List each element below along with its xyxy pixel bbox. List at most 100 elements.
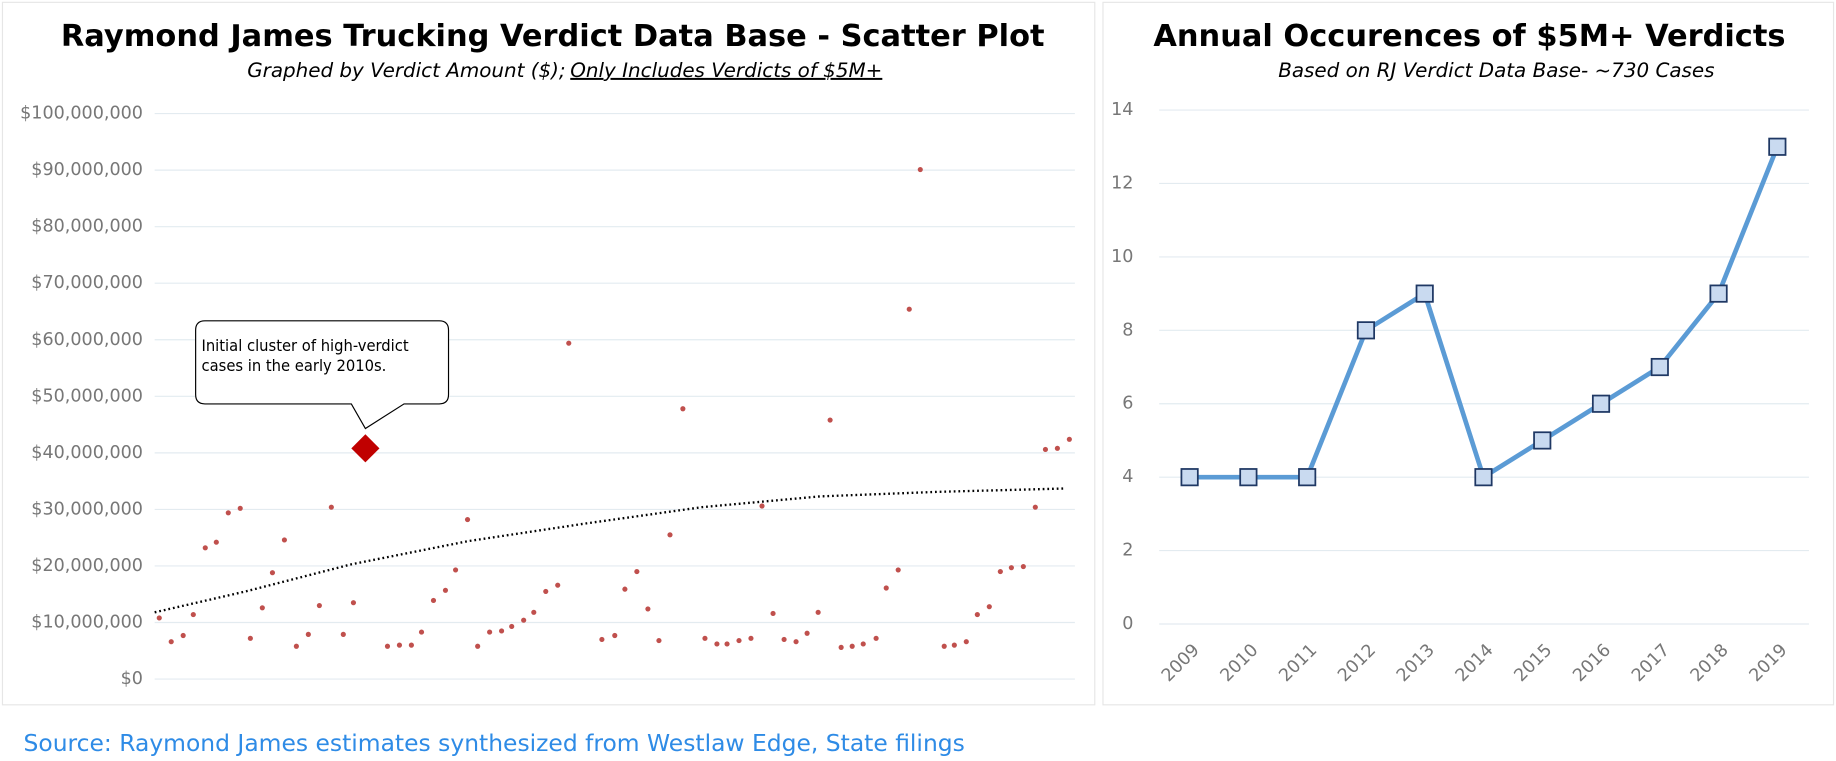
- scatter-point: [384, 643, 391, 649]
- scatter-point: [748, 635, 754, 641]
- scatter-point: [350, 600, 357, 606]
- highlight-point: [351, 434, 380, 463]
- scatter-point: [475, 643, 481, 649]
- scatter-point: [736, 638, 742, 644]
- y-tick-label: $70,000,000: [31, 273, 143, 293]
- y-tick-label: 14: [1111, 100, 1133, 120]
- scatter-point: [645, 606, 651, 612]
- scatter-point: [634, 569, 640, 575]
- scatter-point: [543, 588, 549, 594]
- callout-text: Initial cluster of high-verdict cases in…: [201, 337, 409, 376]
- y-tick-label: 4: [1122, 467, 1133, 487]
- line-marker: [1650, 357, 1669, 377]
- left-panel: [1, 1, 1096, 706]
- scatter-point: [442, 587, 449, 593]
- scatter-point: [225, 510, 231, 516]
- scatter-point: [430, 597, 437, 604]
- line-marker: [1415, 284, 1434, 303]
- scatter-point: [418, 629, 425, 635]
- chart-subtitle: Based on RJ Verdict Data Base- ~730 Case…: [1278, 59, 1714, 82]
- scatter-point: [1042, 446, 1049, 453]
- scatter-point: [396, 642, 403, 648]
- y-tick-label: $50,000,000: [31, 386, 143, 406]
- scatter-point: [452, 567, 459, 573]
- scatter-point: [860, 641, 866, 647]
- scatter-point: [974, 612, 980, 618]
- line-marker: [1768, 137, 1787, 156]
- x-tick-label: 2009: [1158, 640, 1204, 686]
- chart-title: Raymond James Trucking Verdict Data Base…: [61, 19, 1045, 54]
- y-tick-label: $10,000,000: [31, 612, 143, 632]
- line-marker: [1591, 394, 1611, 413]
- scatter-point: [963, 639, 969, 645]
- scatter-point: [656, 638, 662, 644]
- scatter-point: [202, 545, 208, 551]
- scatter-point: [724, 641, 730, 647]
- y-tick-label: $80,000,000: [31, 217, 143, 237]
- y-tick-label: $20,000,000: [31, 556, 143, 576]
- scatter-point: [804, 630, 810, 636]
- y-tick-label: $30,000,000: [31, 499, 143, 519]
- x-tick-label: 2018: [1687, 640, 1733, 686]
- scatter-point: [281, 537, 287, 543]
- scatter-point: [1066, 436, 1072, 442]
- right-panel: [1102, 1, 1835, 706]
- line-marker: [1533, 431, 1552, 450]
- scatter-point: [156, 615, 162, 621]
- line-series: [1189, 145, 1780, 480]
- y-tick-label: 2: [1122, 541, 1133, 561]
- scatter-point: [781, 636, 787, 643]
- scatter-point: [190, 612, 196, 618]
- line-marker: [1180, 468, 1199, 487]
- scatter-point: [815, 609, 821, 615]
- x-tick-label: 2016: [1569, 640, 1615, 686]
- x-tick-label: 2013: [1393, 640, 1439, 686]
- scatter-point: [759, 503, 765, 509]
- scatter-point: [180, 632, 186, 639]
- y-tick-label: 0: [1122, 614, 1133, 634]
- scatter-point: [838, 644, 844, 650]
- scatter-point: [770, 610, 776, 617]
- scatter-point: [237, 505, 243, 511]
- chart-subtitle-underlined: Only Includes Verdicts of $5M+: [570, 59, 882, 82]
- scatter-point: [986, 604, 992, 610]
- y-tick-label: 12: [1111, 173, 1133, 193]
- scatter-point: [259, 605, 265, 611]
- scatter-point: [667, 532, 673, 538]
- y-tick-label: $100,000,000: [20, 104, 143, 124]
- x-tick-label: 2010: [1217, 640, 1263, 686]
- scatter-point: [487, 629, 493, 635]
- scatter-point: [521, 617, 527, 623]
- scatter-point: [702, 635, 708, 641]
- scatter-point: [1032, 504, 1038, 510]
- callout-box: [195, 320, 450, 430]
- scatter-point: [340, 631, 346, 637]
- scatter-point: [293, 643, 299, 649]
- scatter-point: [213, 539, 219, 545]
- scatter-point: [1054, 445, 1060, 451]
- trend-line: [154, 487, 1066, 614]
- scatter-point: [599, 636, 605, 643]
- scatter-point: [316, 602, 322, 609]
- scatter-point: [941, 643, 947, 649]
- scatter-point: [906, 306, 912, 312]
- y-tick-label: 6: [1122, 394, 1133, 414]
- x-tick-label: 2017: [1628, 640, 1674, 686]
- scatter-point: [555, 582, 561, 588]
- line-marker: [1298, 468, 1317, 487]
- chart-subtitle: Graphed by Verdict Amount ($);: [247, 59, 565, 82]
- scatter-point: [566, 340, 572, 346]
- y-tick-label: $90,000,000: [31, 160, 143, 180]
- scatter-point: [499, 628, 505, 634]
- scatter-point: [269, 570, 276, 576]
- x-tick-label: 2011: [1276, 640, 1322, 686]
- source-note: Source: Raymond James estimates synthesi…: [24, 729, 965, 757]
- scatter-point: [917, 166, 923, 173]
- x-tick-label: 2014: [1452, 640, 1498, 686]
- scatter-point: [168, 639, 174, 645]
- scatter-point: [612, 632, 618, 639]
- y-tick-label: $0: [121, 669, 143, 689]
- scatter-point: [849, 643, 855, 649]
- scatter-point: [408, 642, 414, 648]
- x-tick-label: 2015: [1511, 640, 1557, 686]
